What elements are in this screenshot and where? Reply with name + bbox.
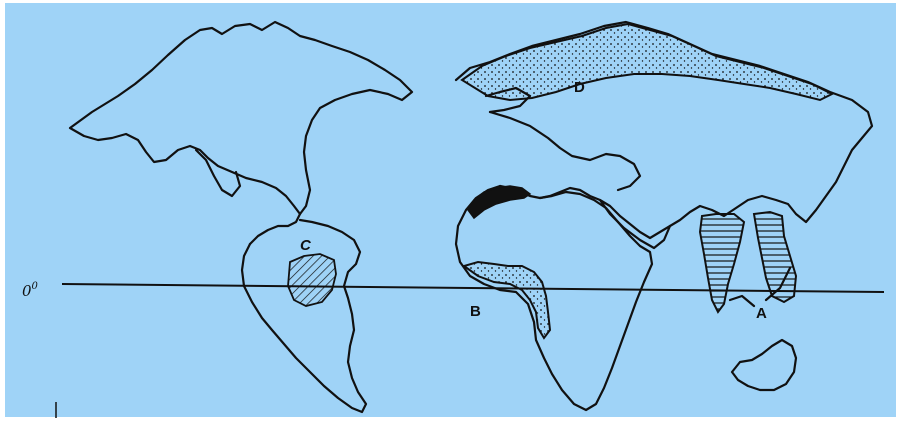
hudson-bay-coast: [194, 148, 242, 198]
region-b-label: B: [470, 303, 481, 320]
region-a-label: A: [756, 305, 767, 322]
region-c-hatched-area: [287, 253, 337, 307]
equator-label: 00: [22, 281, 39, 300]
arabia-outline: [598, 198, 672, 250]
central-america-outline: [248, 212, 302, 246]
australia-outline: [730, 338, 798, 392]
region-b-dotted-area: [461, 260, 552, 340]
equator-line: [61, 283, 885, 293]
southeast-asia-hatched-area: [752, 210, 798, 304]
region-c-label: C: [300, 237, 312, 254]
baltic-coast: [488, 110, 642, 192]
south-america-outline: [240, 218, 368, 414]
north-africa-solid-area: [467, 185, 532, 220]
eurasia-outline: [454, 20, 874, 240]
region-d-label: D: [574, 79, 585, 96]
region-d-dotted-area: [460, 22, 835, 102]
region-a-pointer-lines: [728, 266, 792, 308]
india-hatched-area: [698, 213, 746, 314]
north-america-outline: [68, 20, 414, 216]
